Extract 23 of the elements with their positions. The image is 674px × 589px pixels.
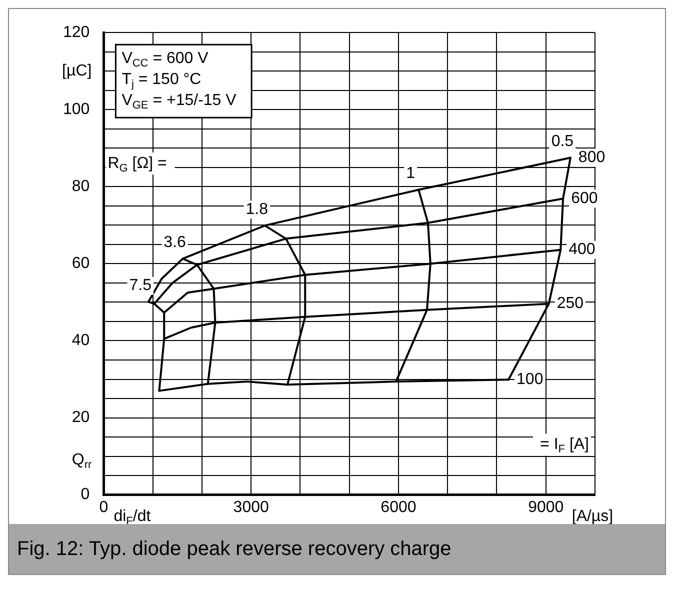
series-label: 250 (556, 295, 584, 312)
series-label: 3.6 (164, 234, 186, 252)
y-tick-label: 100 (62, 101, 90, 118)
y-tick-label: 20 (72, 409, 90, 426)
y-axis-title: [µC] (62, 62, 92, 80)
y-tick-label: 80 (72, 178, 90, 196)
series-label: 100 (516, 371, 544, 388)
y-tick-label: 60 (72, 255, 90, 272)
x-tick-label: 0 (99, 498, 108, 516)
x-tick-label: 3000 (233, 498, 269, 516)
y-tick-label: 120 (62, 24, 90, 42)
x-tick-label: 6000 (380, 498, 416, 516)
series-label: 0.5 (551, 133, 574, 150)
x-tick-label: 9000 (528, 498, 564, 516)
series-label: 1 (406, 165, 416, 182)
series-label: 400 (568, 241, 596, 258)
text: Fig. 12: Typ. diode peak reverse recovery charge (17, 538, 452, 560)
series-label: 7.5 (129, 277, 152, 294)
series-label: 800 (578, 149, 606, 166)
series-label: 600 (571, 190, 598, 208)
y-tick-label: 0 (80, 486, 90, 504)
series-label: 1.8 (246, 200, 268, 218)
y-tick-label: 40 (72, 332, 90, 350)
